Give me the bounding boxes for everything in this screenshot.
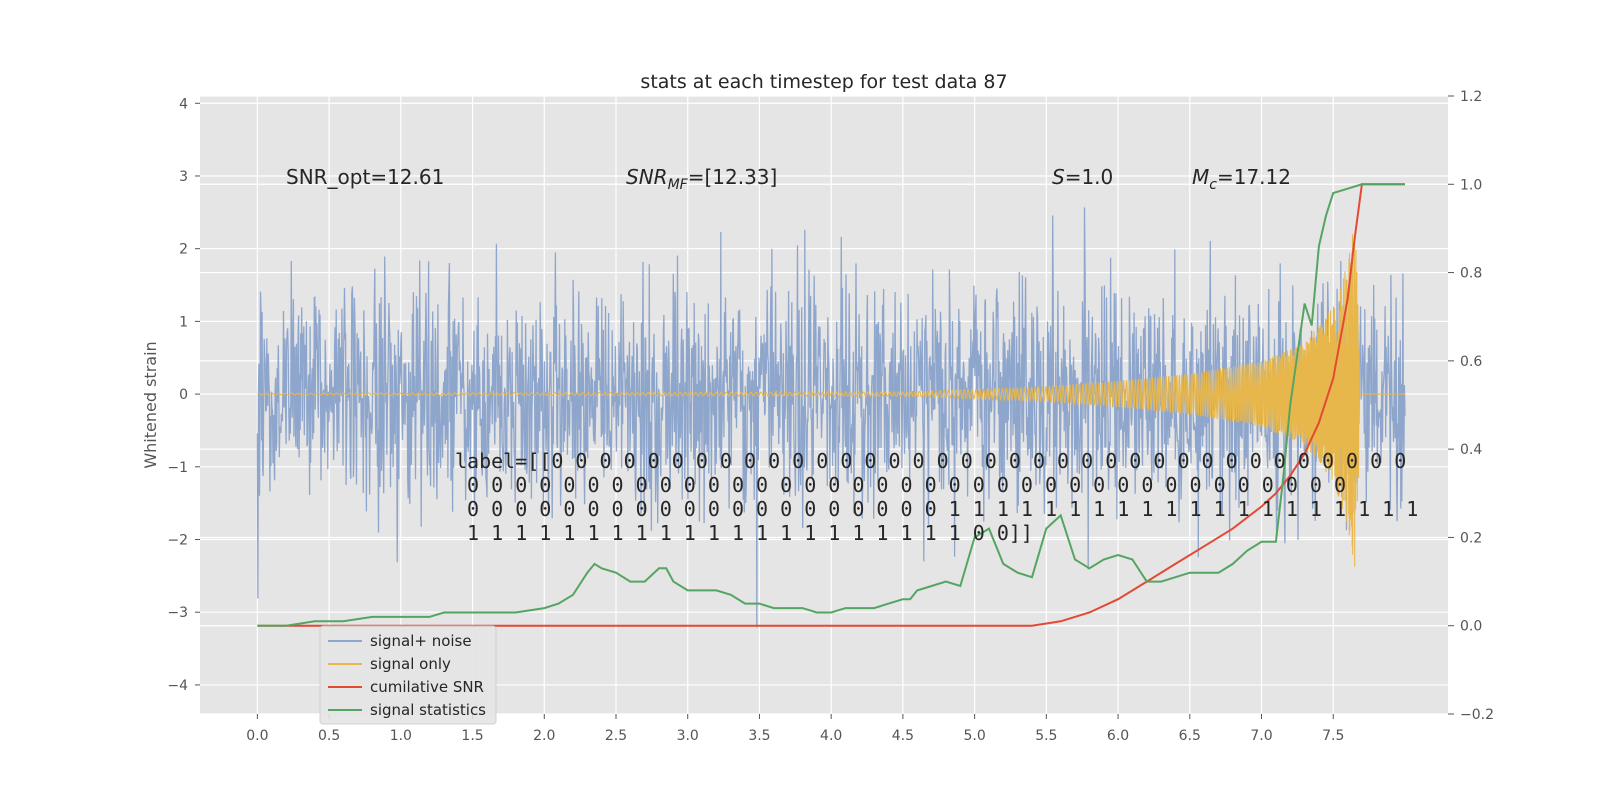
x-tick-label: 1.5 (461, 728, 483, 744)
y2-tick-label: 0.0 (1460, 619, 1482, 635)
y-tick-label: 2 (179, 242, 188, 258)
y-tick-label: −1 (167, 460, 188, 476)
annotation-s: S=1.0 (1052, 165, 1113, 189)
y-axis-label: Whitened strain (141, 341, 160, 468)
x-tick-label: 2.0 (533, 728, 555, 744)
annotation-snr-mf: SNRMF=[12.33] (626, 165, 777, 193)
series-signal-statistics (257, 183, 1405, 627)
y-tick-label: −2 (167, 533, 188, 549)
y-tick-label: 1 (179, 314, 188, 330)
x-tick-label: 7.0 (1250, 728, 1272, 744)
x-tick-label: 6.5 (1179, 728, 1201, 744)
y-axis-right: 1.2 1.0 0.8 0.6 0.4 0.2 0.0 −0.2 (1448, 89, 1494, 723)
x-tick-label: 3.0 (677, 728, 699, 744)
y2-tick-label: 0.2 (1460, 530, 1482, 546)
y-axis-left: 4 3 2 1 0 −1 −2 −3 −4 (167, 96, 200, 694)
y-tick-label: 3 (179, 169, 188, 185)
label-line: label=[[0 0 0 0 0 0 0 0 0 0 0 0 0 0 0 0 … (455, 449, 1406, 473)
x-tick-label: 2.5 (605, 728, 627, 744)
label-line: 0 0 0 0 0 0 0 0 0 0 0 0 0 0 0 0 0 0 0 0 … (455, 473, 1346, 497)
y2-tick-label: 1.0 (1460, 177, 1482, 193)
y2-tick-label: 1.2 (1460, 89, 1482, 105)
y2-tick-label: 0.8 (1460, 266, 1482, 282)
x-tick-label: 4.5 (892, 728, 914, 744)
series-signal-only (257, 234, 1405, 567)
legend: signal+ noise signal only cumilative SNR si… (319, 625, 497, 725)
y-tick-label: 4 (179, 96, 188, 112)
series-signal-noise (256, 207, 1406, 628)
x-tick-label: 1.0 (390, 728, 412, 744)
x-tick-label: 3.5 (748, 728, 770, 744)
plot-area (256, 183, 1406, 628)
x-tick-label: 4.0 (820, 728, 842, 744)
y2-tick-label: 0.6 (1460, 354, 1482, 370)
x-tick-label: 7.5 (1322, 728, 1344, 744)
y2-tick-label: 0.4 (1460, 442, 1482, 458)
x-tick-label: 5.5 (1035, 728, 1057, 744)
x-tick-label: 6.0 (1107, 728, 1129, 744)
y2-tick-label: −0.2 (1460, 707, 1494, 723)
legend-box (319, 625, 497, 725)
y-tick-label: −3 (167, 605, 188, 621)
chart-title: stats at each timestep for test data 87 (640, 71, 1007, 93)
x-axis: 0.0 0.5 1.0 1.5 2.0 2.5 3.0 3.5 4.0 4.5 5.0 5.5 6.0 6… (246, 714, 1344, 744)
x-tick-label: 5.0 (963, 728, 985, 744)
x-tick-label: 0.0 (246, 728, 268, 744)
label-line: 0 0 0 0 0 0 0 0 0 0 0 0 0 0 0 0 0 0 0 0 … (455, 497, 1418, 521)
legend-entry: signal+ noise (370, 632, 472, 650)
label-line: 1 1 1 1 1 1 1 1 1 1 1 1 1 1 1 1 1 1 1 1 … (455, 521, 1033, 545)
y-tick-label: 0 (179, 387, 188, 403)
series-layer (256, 183, 1406, 628)
y-tick-label: −4 (167, 678, 188, 694)
label-annotation: label=[[0 0 0 0 0 0 0 0 0 0 0 0 0 0 0 0 … (455, 449, 1418, 545)
series-cumulative-snr (257, 183, 1405, 627)
legend-entry: signal only (370, 655, 451, 673)
annotation-mc: Mc=17.12 (1192, 165, 1291, 193)
legend-entry: cumilative SNR (370, 678, 484, 696)
legend-entry: signal statistics (370, 701, 486, 719)
x-tick-label: 0.5 (318, 728, 340, 744)
annotation-snr-opt: SNR_opt=12.61 (286, 165, 444, 189)
